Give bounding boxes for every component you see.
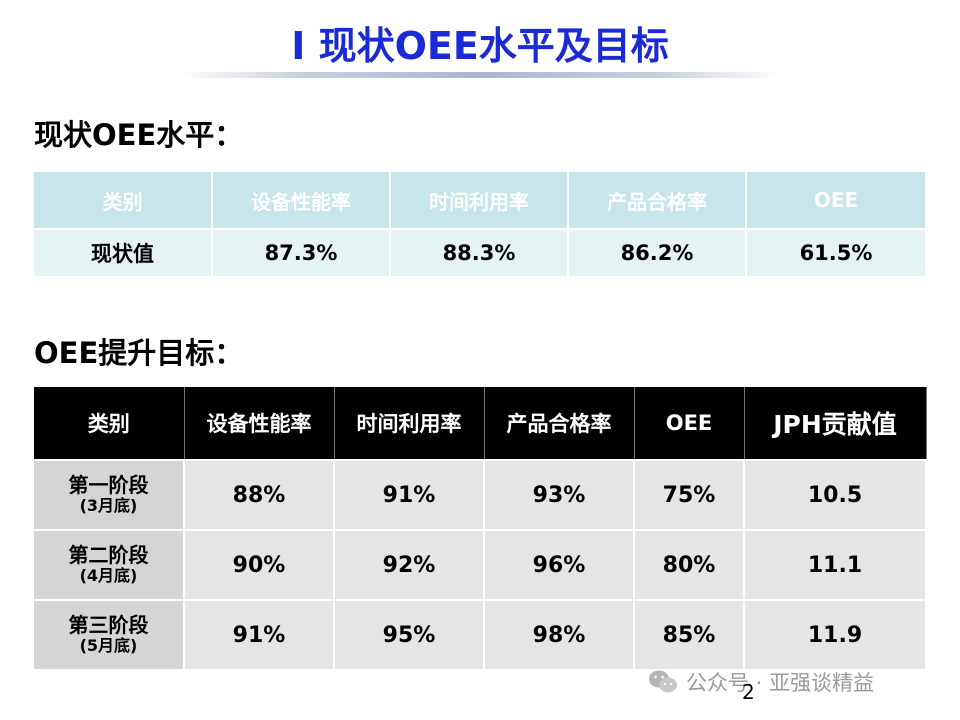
table-cell: 98%	[484, 599, 635, 669]
table-row: 第二阶段 (4月底) 90% 92% 96% 80% 11.1	[34, 529, 927, 600]
table-row: 现状值 87.3% 88.3% 86.2% 61.5%	[34, 228, 927, 276]
table-cell: 88.3%	[390, 228, 569, 276]
table-cell: 11.9	[744, 599, 927, 669]
header-availability: 时间利用率	[334, 387, 485, 460]
oee-target-heading: OEE提升目标：	[34, 336, 244, 370]
table-cell: 90%	[184, 529, 335, 600]
table-header-row: 类别 设备性能率 时间利用率 产品合格率 OEE	[34, 172, 927, 229]
stage-name: 第三阶段	[68, 613, 149, 638]
table-row: 第三阶段 (5月底) 91% 95% 98% 85% 11.9	[34, 599, 927, 669]
stage-period: (4月底)	[79, 566, 138, 586]
oee-target-table: 类别 设备性能率 时间利用率 产品合格率 OEE JPH贡献值 第一阶段 (3月…	[34, 387, 927, 669]
header-availability: 时间利用率	[390, 172, 569, 229]
table-cell: 10.5	[744, 459, 927, 530]
stage-cell: 第一阶段 (3月底)	[34, 459, 185, 530]
table-cell: 61.5%	[746, 228, 927, 276]
table-row: 第一阶段 (3月底) 88% 91% 93% 75% 10.5	[34, 459, 927, 530]
table-header-row: 类别 设备性能率 时间利用率 产品合格率 OEE JPH贡献值	[34, 387, 927, 460]
header-category: 类别	[34, 172, 213, 229]
header-quality: 产品合格率	[484, 387, 635, 460]
table-cell: 88%	[184, 459, 335, 530]
table-cell: 92%	[334, 529, 485, 600]
watermark-text: 公众号 · 亚强谈精益	[686, 671, 875, 695]
stage-period: (5月底)	[79, 636, 138, 656]
current-oee-heading: 现状OEE水平：	[34, 118, 244, 152]
stage-cell: 第二阶段 (4月底)	[34, 529, 185, 600]
table-cell: 86.2%	[568, 228, 747, 276]
watermark: 公众号 · 亚强谈精益	[648, 664, 874, 700]
table-cell: 91%	[184, 599, 335, 669]
table-cell: 93%	[484, 459, 635, 530]
table-cell: 80%	[634, 529, 745, 600]
header-jph: JPH贡献值	[744, 387, 927, 460]
stage-period: (3月底)	[79, 496, 138, 516]
table-cell: 95%	[334, 599, 485, 669]
table-cell: 11.1	[744, 529, 927, 600]
title-underline	[180, 72, 780, 78]
current-oee-table: 类别 设备性能率 时间利用率 产品合格率 OEE 现状值 87.3% 88.3%…	[34, 172, 927, 276]
header-category: 类别	[34, 387, 185, 460]
wechat-icon	[649, 670, 677, 693]
header-performance: 设备性能率	[212, 172, 391, 229]
table-cell: 91%	[334, 459, 485, 530]
header-oee: OEE	[634, 387, 745, 460]
row-label: 现状值	[34, 228, 213, 276]
stage-name: 第二阶段	[68, 543, 149, 568]
table-cell: 87.3%	[212, 228, 391, 276]
stage-cell: 第三阶段 (5月底)	[34, 599, 185, 669]
table-cell: 85%	[634, 599, 745, 669]
page-number: 2	[742, 680, 755, 704]
slide-title: Ⅰ 现状OEE水平及目标	[291, 24, 669, 68]
table-cell: 96%	[484, 529, 635, 600]
header-performance: 设备性能率	[184, 387, 335, 460]
table-cell: 75%	[634, 459, 745, 530]
stage-name: 第一阶段	[68, 473, 149, 498]
header-quality: 产品合格率	[568, 172, 747, 229]
header-oee: OEE	[746, 172, 927, 229]
